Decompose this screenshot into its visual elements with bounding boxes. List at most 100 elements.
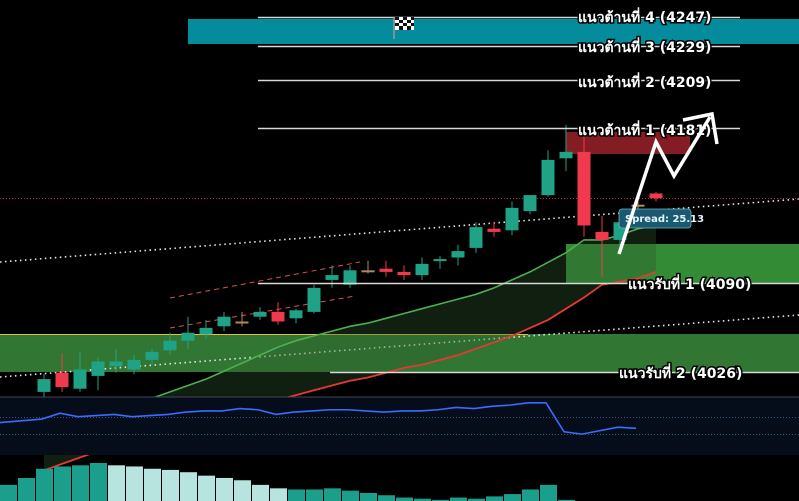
volume-bar	[108, 465, 125, 501]
candle	[559, 124, 573, 172]
candle	[199, 319, 213, 340]
candle	[271, 302, 285, 325]
rsi-indicator	[0, 401, 637, 435]
candle	[235, 311, 249, 327]
candle-body	[433, 259, 447, 262]
volume-bar	[504, 494, 521, 501]
rsi-panel	[0, 397, 799, 455]
candle-body	[55, 372, 69, 388]
candle-body	[649, 193, 663, 199]
candle-body	[577, 151, 591, 226]
price-levels: แนวต้านที่ 4 (4247) แนวต้านที่ 3 (4229) …	[258, 6, 799, 384]
candle-body	[91, 361, 105, 376]
candle	[469, 222, 483, 253]
candle	[451, 244, 465, 266]
volume-bar	[90, 463, 107, 501]
candles	[37, 124, 663, 432]
candle	[127, 355, 141, 375]
volume-bar	[126, 466, 143, 501]
candle	[73, 351, 87, 392]
candle-body	[127, 359, 141, 370]
volume-bar	[270, 488, 287, 501]
candle-body	[595, 231, 609, 240]
volume-bar	[72, 465, 89, 501]
candle	[397, 265, 411, 280]
volume-bar	[522, 489, 539, 501]
candle	[595, 215, 609, 277]
candle	[415, 257, 429, 280]
spread-badge: Spread: 25.13	[618, 208, 704, 229]
support-1-label: แนวรับที่ 1 (4090)	[628, 274, 751, 293]
candle-body	[487, 228, 501, 232]
volume-bar	[180, 472, 197, 501]
volume-bar	[360, 492, 377, 501]
candle	[433, 255, 447, 269]
volume-bar	[396, 497, 413, 501]
candle-body	[217, 316, 231, 327]
volume-bar	[414, 498, 431, 501]
volume-bar	[18, 477, 35, 501]
volume-bar	[450, 497, 467, 501]
candle	[163, 332, 177, 356]
candle	[577, 135, 591, 237]
candle	[379, 260, 393, 277]
trend-channel-upper	[0, 198, 799, 263]
candle-body	[289, 310, 303, 319]
volume-bar	[558, 499, 575, 501]
candle-body	[505, 207, 519, 231]
volume-bar	[234, 480, 251, 501]
candle-body	[271, 311, 285, 322]
volume-bar	[198, 475, 215, 501]
volume-bar	[432, 499, 449, 501]
checkered-flag-icon	[393, 17, 414, 39]
resistance-2-label: แนวต้านที่ 2 (4209)	[578, 72, 711, 91]
candle	[217, 311, 231, 332]
candle-body	[37, 379, 51, 392]
candle	[361, 260, 375, 274]
candle-body	[379, 268, 393, 272]
resistance-band-top	[188, 19, 799, 44]
candle-body	[415, 263, 429, 276]
trend-channel-lower	[0, 314, 799, 378]
volume-bar	[540, 484, 557, 501]
candle	[487, 222, 501, 237]
candle-body	[451, 251, 465, 258]
candle-body	[631, 204, 645, 207]
volume-bar	[162, 469, 179, 501]
candle-body	[163, 340, 177, 351]
candle-body	[541, 159, 555, 196]
candle-body	[253, 311, 267, 317]
candle-body	[109, 361, 123, 367]
candle-body	[235, 321, 249, 324]
candle-body	[145, 351, 159, 360]
candle	[307, 284, 321, 314]
candle-body	[469, 227, 483, 248]
candle	[91, 356, 105, 391]
candle-body	[73, 369, 87, 389]
candle-body	[307, 287, 321, 312]
candle	[649, 191, 663, 202]
candle-body	[523, 195, 537, 212]
candle	[181, 316, 195, 349]
spread-text: Spread: 25.13	[625, 214, 704, 225]
support-2-label: แนวรับที่ 2 (4026)	[619, 363, 742, 382]
candle	[253, 307, 267, 320]
resistance-1-label: แนวต้านที่ 1 (4181)	[578, 120, 711, 139]
volume-bar	[54, 466, 71, 501]
candle-body	[181, 332, 195, 341]
candle-body	[325, 275, 339, 280]
support-zone-1	[566, 244, 799, 284]
projection-arrow	[617, 111, 719, 255]
candle-body	[559, 151, 573, 159]
candle-body	[361, 270, 375, 273]
volume-histogram	[0, 463, 575, 501]
candle	[145, 348, 159, 365]
resistance-3-label: แนวต้านที่ 3 (4229)	[578, 37, 711, 56]
candle	[505, 201, 519, 236]
rsi-line	[0, 401, 637, 435]
volume-bar	[252, 484, 269, 501]
candle	[541, 150, 555, 197]
candle-body	[199, 327, 213, 335]
volume-bar	[378, 495, 395, 501]
